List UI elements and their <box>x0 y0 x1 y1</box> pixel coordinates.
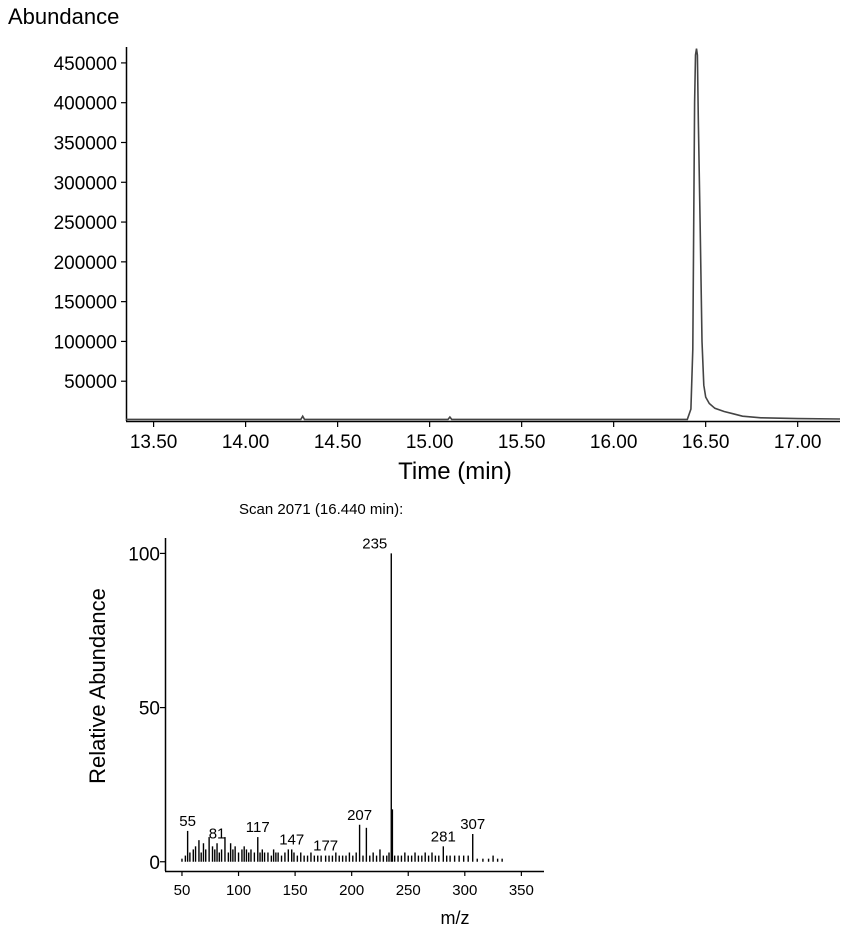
chromatogram-y-tick-label: 450000 <box>54 54 117 75</box>
mass-spectrum-x-tick-label: 200 <box>339 882 364 899</box>
mass-spectrum-peak-label: 81 <box>209 825 226 842</box>
chromatogram-y-tick-label: 350000 <box>54 133 117 154</box>
mass-spectrum-y-ticks: 0 50 100 <box>128 544 165 874</box>
chromatogram-chart: Abundance Time (min) 50000 100000 150000 20… <box>8 4 841 485</box>
mass-spectrum-x-tick-label: 150 <box>283 882 308 899</box>
chromatogram-x-tick-label: 13.50 <box>130 432 178 453</box>
mass-spectrum-peak-label: 147 <box>279 831 304 848</box>
chromatogram-y-tick-label: 150000 <box>54 293 117 314</box>
chromatogram-x-tick-label: 15.50 <box>498 432 546 453</box>
chromatogram-x-tick-label: 17.00 <box>774 432 822 453</box>
chromatogram-x-tick-label: 14.50 <box>314 432 362 453</box>
mass-spectrum-peak-label: 55 <box>179 813 196 830</box>
mass-spectrum-x-tick-label: 50 <box>174 882 191 899</box>
mass-spectrum-y-tick-label: 0 <box>149 853 160 874</box>
chromatogram-y-tick-label: 250000 <box>54 213 117 234</box>
chromatogram-y-tick-label: 200000 <box>54 253 117 274</box>
mass-spectrum-x-axis-label: m/z <box>441 908 470 928</box>
chromatogram-x-tick-label: 16.50 <box>682 432 730 453</box>
chromatogram-x-axis-label: Time (min) <box>398 458 512 485</box>
mass-spectrum-y-axis-label: Relative Abundance <box>85 588 110 784</box>
chromatogram-x-tick-label: 16.00 <box>590 432 638 453</box>
mass-spectrum-chart: Scan 2071 (16.440 min): Relative Abundan… <box>85 501 544 928</box>
chromatogram-y-ticks: 50000 100000 150000 200000 250000 300000 35000… <box>54 54 126 393</box>
chromatogram-y-tick-label: 300000 <box>54 173 117 194</box>
mass-spectrum-peaks <box>181 553 503 862</box>
chromatogram-x-tick-label: 14.00 <box>222 432 270 453</box>
chromatogram-series-line <box>126 48 841 421</box>
chromatogram-y-axis-label: Abundance <box>8 4 119 29</box>
mass-spectrum-x-ticks: 50 100 150 200 250 300 350 <box>174 871 534 899</box>
mass-spectrum-title: Scan 2071 (16.440 min): <box>239 501 403 518</box>
chromatogram-y-tick-label: 50000 <box>64 372 117 393</box>
mass-spectrum-x-tick-label: 100 <box>226 882 251 899</box>
mass-spectrum-peak-label: 235 <box>362 535 387 552</box>
mass-spectrum-y-tick-label: 50 <box>139 699 160 720</box>
mass-spectrum-x-tick-label: 350 <box>509 882 534 899</box>
mass-spectrum-peak-label: 177 <box>313 838 338 855</box>
mass-spectrum-y-tick-label: 100 <box>128 544 160 565</box>
chromatogram-x-tick-label: 15.00 <box>406 432 454 453</box>
mass-spectrum-x-tick-label: 300 <box>452 882 477 899</box>
chromatogram-y-tick-label: 100000 <box>54 332 117 353</box>
mass-spectrum-peak-label: 117 <box>246 819 270 836</box>
mass-spectrum-x-tick-label: 250 <box>396 882 421 899</box>
chromatogram-x-ticks: 13.50 14.00 14.50 15.00 15.50 16.00 16.50 17.00 <box>130 421 822 453</box>
mass-spectrum-peak-label: 281 <box>431 828 456 845</box>
mass-spectrum-peak-label: 307 <box>460 816 485 833</box>
chromatogram-y-tick-label: 400000 <box>54 94 117 115</box>
mass-spectrum-peak-label: 207 <box>347 807 372 824</box>
